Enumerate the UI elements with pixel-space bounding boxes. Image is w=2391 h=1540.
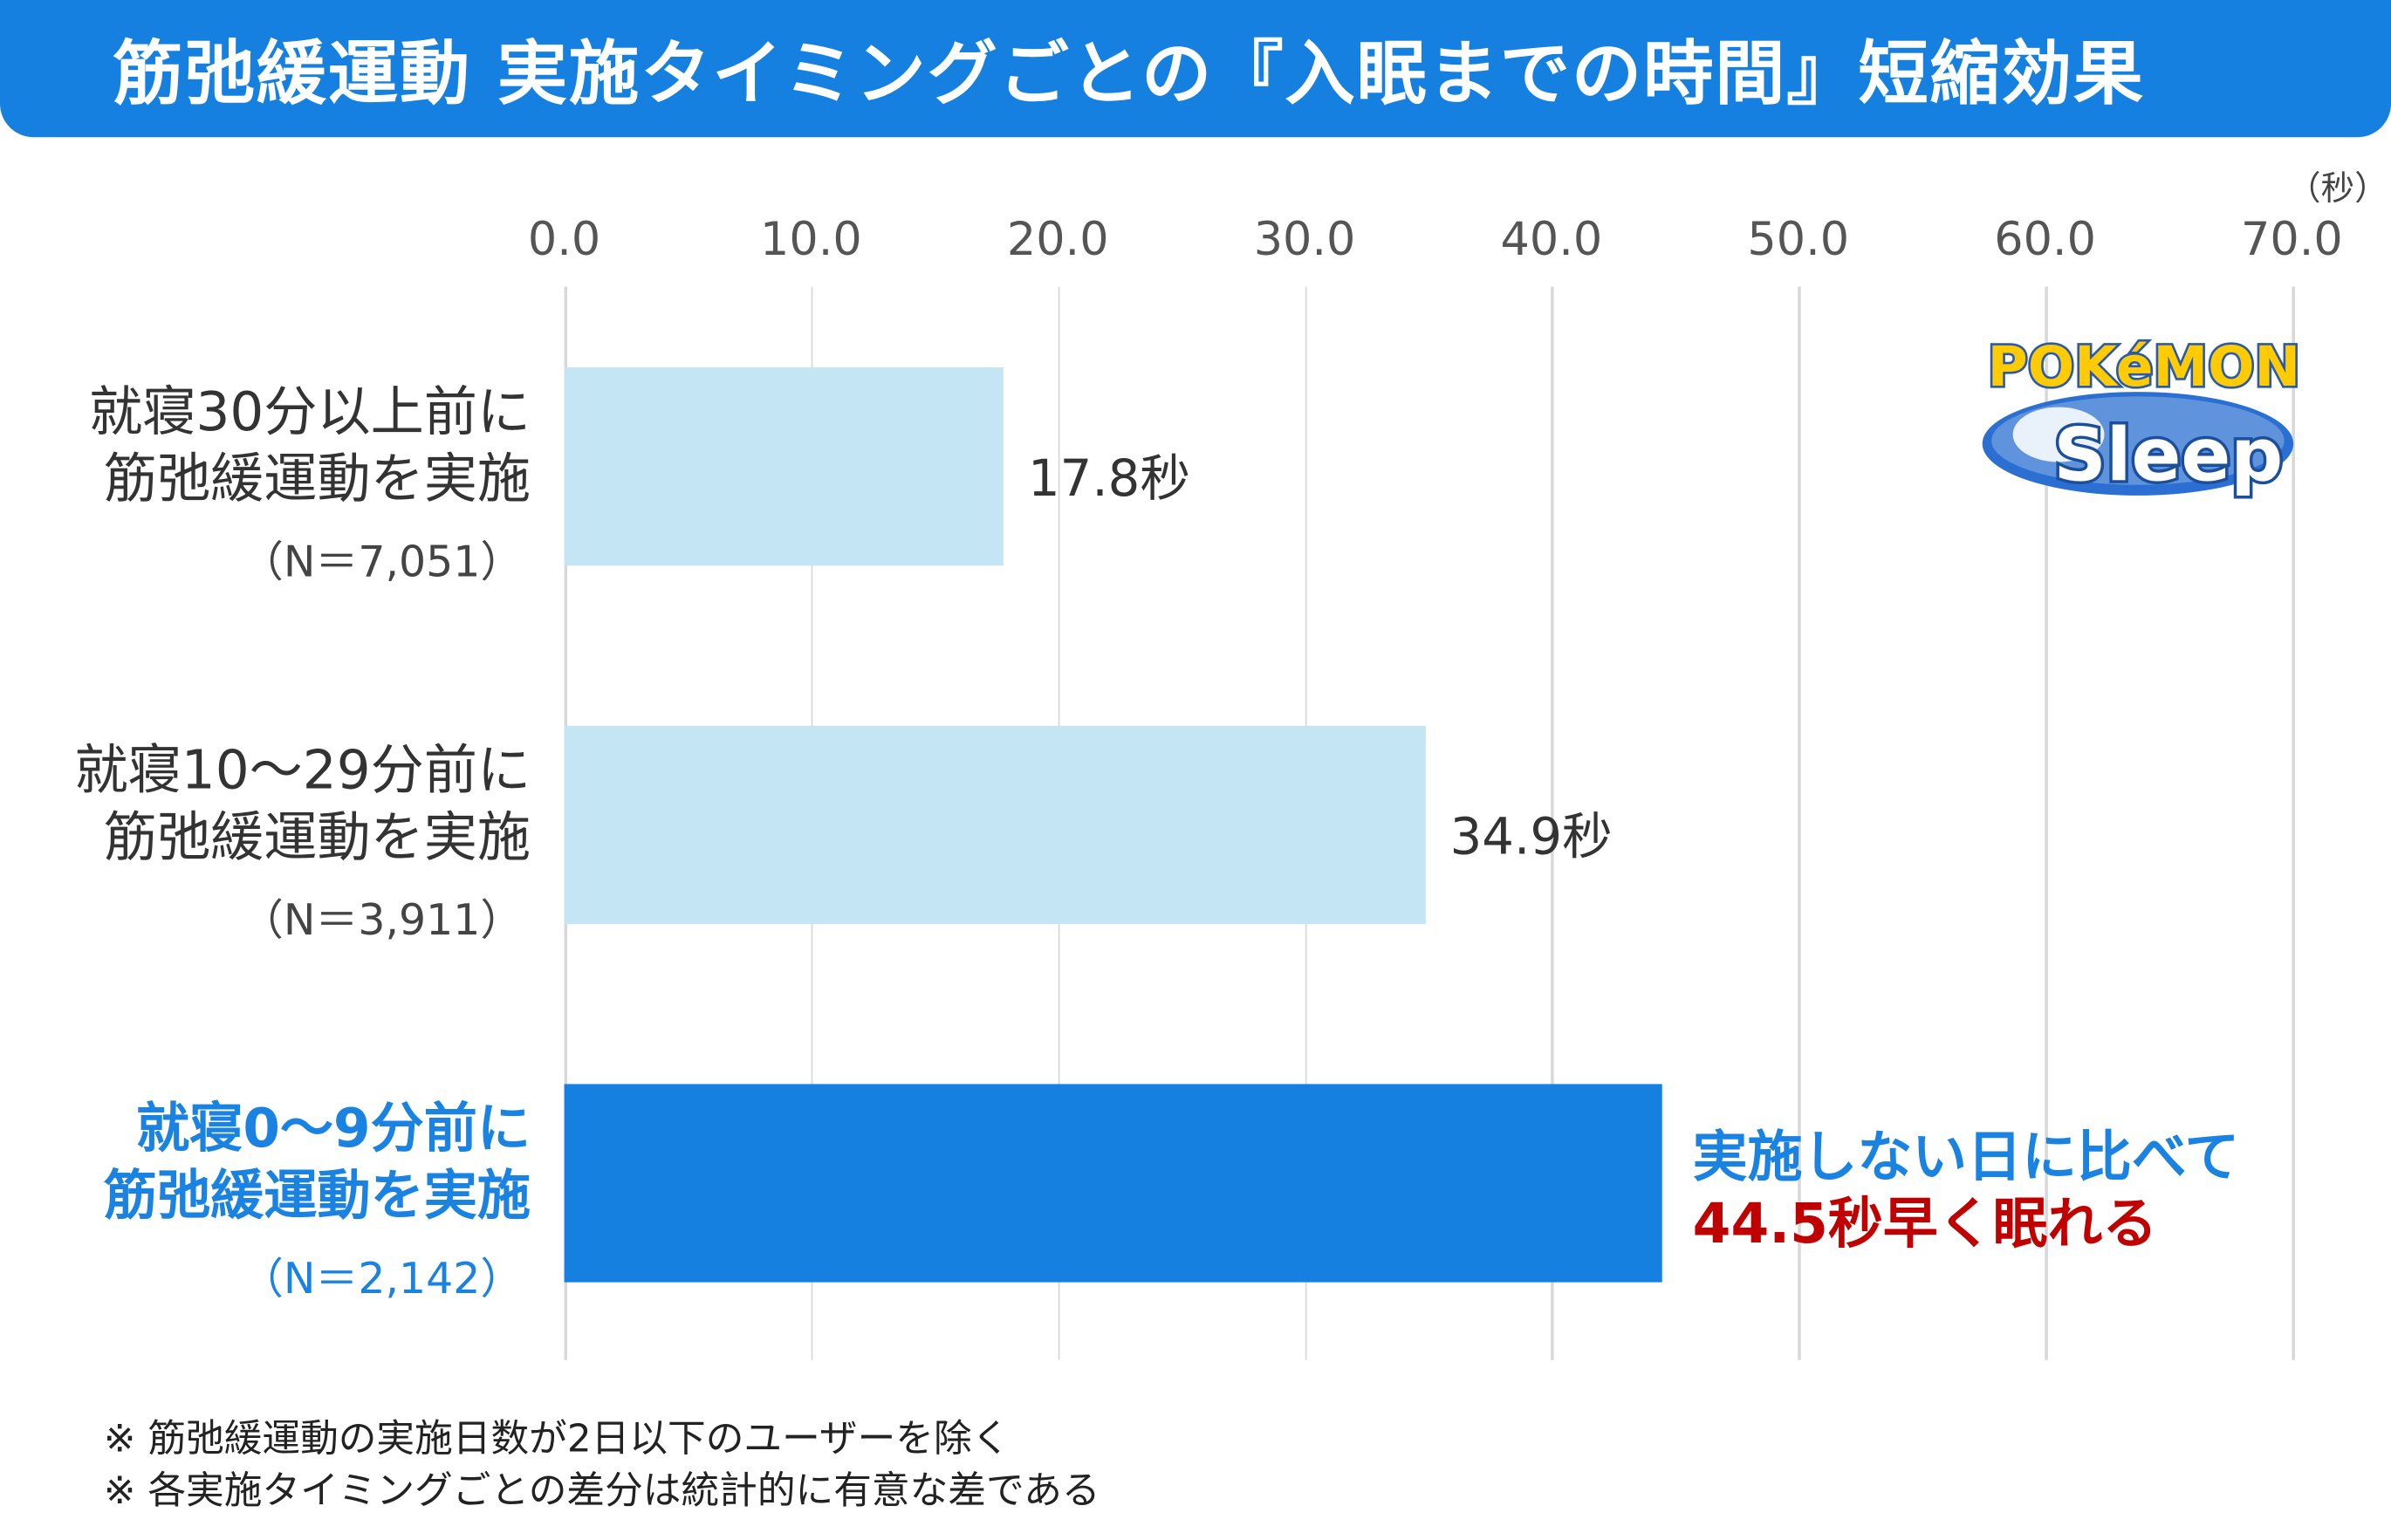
svg-text:Sleep: Sleep	[2053, 412, 2283, 497]
category-label-line1: 就寝0～9分前に	[136, 1099, 531, 1160]
x-tick-label: 20.0	[1006, 213, 1109, 267]
category-label-line1: 就寝30分以上前に	[89, 382, 531, 444]
data-label: 34.9秒	[1449, 806, 1613, 866]
pokemon-sleep-logo: POKéMON Sleep	[1979, 312, 2303, 503]
bar	[564, 1084, 1663, 1283]
category-label: 就寝30分以上前に 筋弛緩運動を実施	[89, 380, 531, 514]
sample-size: （N＝7,051）	[240, 537, 524, 587]
sample-size: （N＝2,142）	[240, 1253, 524, 1304]
category-label: 就寝0～9分前に 筋弛緩運動を実施	[104, 1096, 531, 1230]
footnote-1: ※ 筋弛緩運動の実施日数が2日以下のユーザーを除く	[103, 1416, 1011, 1461]
chart-title: 筋弛緩運動 実施タイミングごとの『入眠までの時間』短縮効果	[0, 0, 2391, 138]
gridline	[2292, 286, 2295, 1360]
x-tick-label: 60.0	[1994, 213, 2096, 267]
annotation-line1: 実施しない日に比べて	[1692, 1126, 2240, 1190]
x-tick-label: 40.0	[1500, 213, 1603, 267]
x-tick-label: 30.0	[1253, 213, 1356, 267]
x-tick-label: 0.0	[527, 213, 601, 267]
sample-size: （N＝3,911）	[240, 894, 524, 946]
category-label: 就寝10～29分前に 筋弛緩運動を実施	[74, 738, 531, 873]
gridline	[2045, 286, 2048, 1360]
category-label-line2: 筋弛緩運動を実施	[103, 808, 531, 870]
category-label-line2: 筋弛緩運動を実施	[103, 449, 531, 511]
category-label-line1: 就寝10～29分前に	[74, 741, 531, 803]
axis-unit: （秒）	[2287, 170, 2388, 209]
bar	[564, 367, 1004, 566]
x-tick-label: 10.0	[760, 213, 862, 267]
category-label-line2: 筋弛緩運動を実施	[103, 1166, 531, 1228]
annotation-line2: 44.5秒早く眠れる	[1692, 1194, 2158, 1256]
svg-text:POKéMON: POKéMON	[1988, 335, 2301, 399]
data-label: 17.8秒	[1027, 448, 1191, 508]
annotation: 実施しない日に比べて 44.5秒早く眠れる	[1693, 1126, 2240, 1260]
x-tick-label: 70.0	[2241, 213, 2343, 267]
bar	[564, 725, 1426, 924]
x-tick-label: 50.0	[1747, 213, 1850, 267]
gridline	[1551, 286, 1554, 1360]
footnote-2: ※ 各実施タイミングごとの差分は統計的に有意な差である	[103, 1468, 1100, 1513]
gridline	[1798, 286, 1801, 1360]
